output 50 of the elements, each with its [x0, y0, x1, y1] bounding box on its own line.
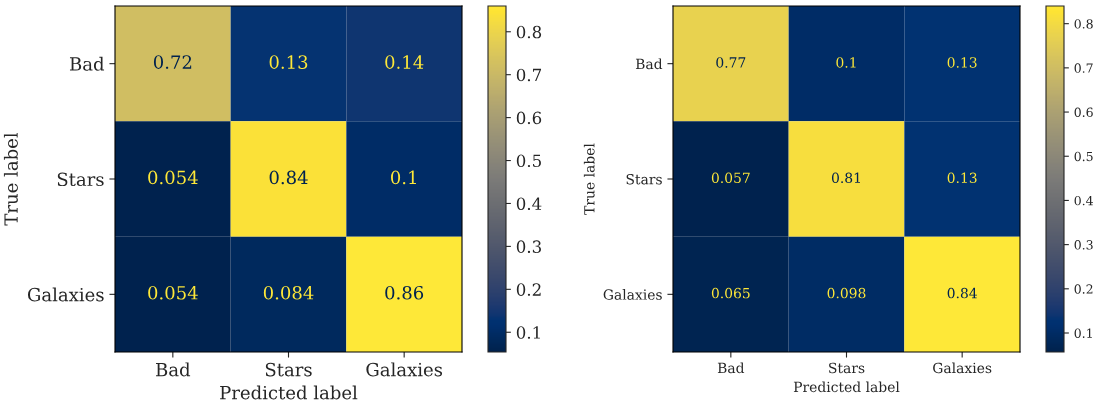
color-bar-label: 0.2 — [516, 283, 541, 296]
data-label: 0.14 — [385, 55, 424, 69]
x-axis-title: Predicted label — [220, 385, 358, 400]
x-tick-label: Galaxies — [366, 362, 443, 377]
data-label: 0.81 — [831, 172, 860, 184]
color-bar-label: 0.4 — [1074, 195, 1093, 206]
x-tick-label: Stars — [829, 362, 865, 374]
data-label: 0.77 — [716, 57, 746, 68]
data-label: 0.054 — [148, 170, 198, 185]
x-tick-label: Galaxies — [933, 362, 992, 374]
data-label: 0.084 — [263, 285, 314, 300]
data-label: 0.13 — [947, 172, 977, 184]
data-label: 0.72 — [153, 55, 192, 69]
data-label: 0.13 — [269, 55, 308, 69]
color-bar-label: 0.2 — [1074, 284, 1093, 294]
y-axis-title: True label — [3, 132, 18, 226]
color-bar-label: 0.3 — [516, 240, 541, 253]
x-tick-label: Bad — [717, 362, 745, 374]
color-bar-label: 0.6 — [1074, 107, 1093, 117]
y-tick-label: Stars — [57, 172, 104, 187]
data-label: 0.1 — [391, 170, 416, 185]
data-label: 0.84 — [269, 170, 308, 185]
color-bar-label: 0.6 — [516, 111, 542, 125]
data-label: 0.065 — [711, 287, 750, 299]
y-axis-title: True label — [583, 143, 595, 215]
data-label: 0.84 — [947, 287, 977, 299]
color-bar-label: 0.5 — [1074, 151, 1093, 162]
x-tick-label: Bad — [156, 362, 191, 377]
data-label: 0.098 — [827, 287, 866, 299]
color-bar-label: 0.4 — [516, 197, 542, 211]
data-label: 0.057 — [711, 172, 750, 184]
y-tick-label: Galaxies — [27, 287, 104, 302]
color-bar-label: 0.3 — [1074, 240, 1093, 250]
y-tick-label: Bad — [635, 58, 663, 70]
color-bar-label: 0.5 — [516, 154, 541, 168]
y-tick-label: Galaxies — [603, 289, 662, 300]
data-label: 0.86 — [385, 285, 424, 300]
color-bar-label: 0.1 — [516, 326, 540, 339]
data-label: 0.13 — [947, 57, 977, 68]
y-tick-label: Stars — [626, 173, 662, 185]
color-bar-label: 0.7 — [516, 68, 542, 82]
data-label: 0.054 — [148, 285, 198, 300]
color-bar-label: 0.7 — [1074, 63, 1093, 73]
x-axis-title: Predicted label — [793, 381, 900, 393]
color-bar-label: 0.8 — [516, 25, 542, 39]
y-tick-label: Bad — [69, 56, 105, 71]
color-bar-label: 0.1 — [1074, 328, 1092, 338]
data-label: 0.1 — [836, 57, 856, 68]
x-tick-label: Stars — [265, 362, 312, 377]
color-bar-label: 0.8 — [1074, 19, 1093, 29]
